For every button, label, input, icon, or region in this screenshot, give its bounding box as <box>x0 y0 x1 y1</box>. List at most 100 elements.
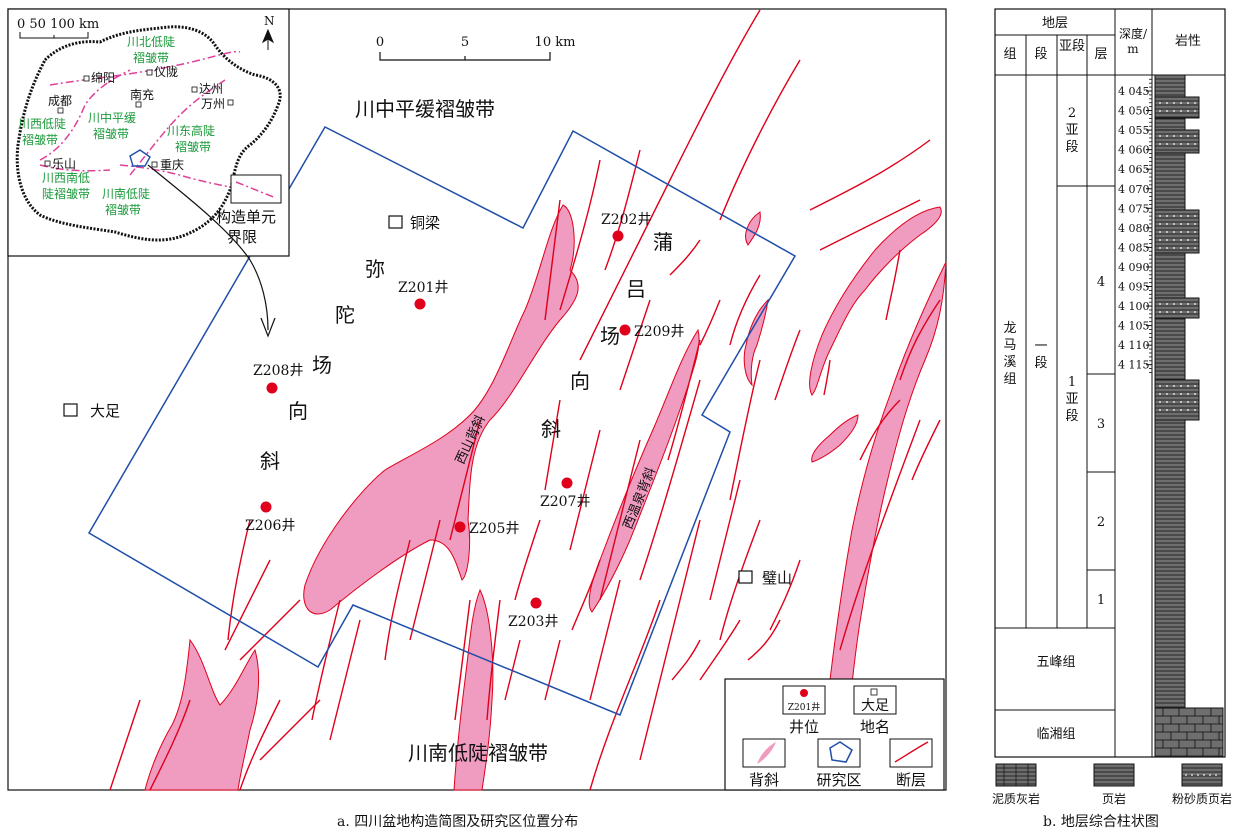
arrow-head-icon <box>260 317 276 338</box>
legend-well-label: 井位 <box>789 718 819 736</box>
anticline-east-small <box>745 211 761 246</box>
depth-tick-label: 4 050 <box>1118 105 1150 118</box>
header-formation: 组 <box>1003 47 1016 62</box>
lith-legend-swatch-shale <box>1093 763 1135 787</box>
region-label-south: 川南低陡褶皱带 <box>408 741 548 765</box>
silty-dot <box>1187 303 1189 305</box>
silty-dot <box>1159 311 1161 313</box>
well-label: Z201井 <box>398 280 448 296</box>
xiwenquan-anticline <box>588 328 700 613</box>
silty-shale-bed <box>1154 297 1200 319</box>
city-label: 达州 <box>199 82 223 96</box>
silty-shale-bed <box>1154 96 1200 119</box>
well-marker <box>266 382 278 394</box>
silty-dot <box>1166 135 1168 137</box>
silty-dot <box>1166 215 1168 217</box>
city-label: 乐山 <box>52 157 76 171</box>
vertical-label-char: 马 <box>1003 338 1016 353</box>
silty-dot <box>1194 303 1196 305</box>
silty-dot <box>1166 223 1168 225</box>
silty-dot <box>1187 143 1189 145</box>
silty-dot <box>1166 401 1168 403</box>
depth-tick-label: 4 075 <box>1118 202 1150 215</box>
silty-dot <box>1166 239 1168 241</box>
vertical-label-char: 亚 <box>1065 123 1078 138</box>
silty-dot <box>1194 231 1196 233</box>
scale-tick-5: 5 <box>461 35 469 50</box>
depth-tick-label: 4 060 <box>1118 144 1150 157</box>
silty-dot <box>1180 385 1182 387</box>
city-label: 仪陇 <box>154 64 178 79</box>
legend-study-box <box>817 738 861 768</box>
north-arrow-icon <box>261 28 275 50</box>
unit-label: 川北低陡 <box>127 35 175 49</box>
header-depth-unit: m <box>1127 42 1139 56</box>
depth-tick-label: 4 115 <box>1118 359 1150 372</box>
anticline-east-strip <box>743 298 769 387</box>
lith-legend-label: 泥质灰岩 <box>992 791 1040 806</box>
silty-dot <box>1180 143 1182 145</box>
unit-label: 褶皱带 <box>22 132 58 147</box>
silty-dot <box>1173 393 1175 395</box>
header-stratum: 地层 <box>1042 16 1068 31</box>
header-member: 段 <box>1034 47 1047 62</box>
place-tongliang: 铜梁 <box>388 214 440 232</box>
silty-dot <box>1159 393 1161 395</box>
syncline-char: 弥 <box>365 257 385 281</box>
study-area-boundary <box>87 126 797 716</box>
silty-dot <box>1187 239 1189 241</box>
syncline-char: 吕 <box>626 277 646 301</box>
legend-frame <box>724 678 945 791</box>
syncline-char: 向 <box>570 369 590 393</box>
silty-dot <box>1180 215 1182 217</box>
unit-label: 川西低陡 <box>18 117 66 131</box>
city-marker <box>83 75 90 82</box>
syncline-char: 斜 <box>541 417 561 441</box>
lith-legend-label: 粉砂质页岩 <box>1172 791 1232 806</box>
formation-label: 临湘组 <box>1036 727 1075 742</box>
puluchang-syncline-label: 蒲 吕 场 向 斜 <box>541 230 673 441</box>
map-legend: Z201井 井位 大足 地名 背斜 研究区 断层 <box>724 678 945 791</box>
silty-shale-bed <box>1154 209 1200 254</box>
silty-dot <box>1173 311 1175 313</box>
faults <box>109 9 941 791</box>
silty-dot <box>1187 135 1189 137</box>
silty-dot <box>1159 143 1161 145</box>
header-lithology: 岩性 <box>1175 34 1201 49</box>
legend-anticline-label: 背斜 <box>749 771 779 789</box>
silty-dot <box>1159 239 1161 241</box>
silty-dot <box>1173 215 1175 217</box>
silty-dot <box>1194 311 1196 313</box>
depth-tick-label: 4 110 <box>1118 339 1150 352</box>
well-marker <box>414 298 426 310</box>
depth-tick-label: 4 080 <box>1118 222 1150 235</box>
silty-dot <box>1166 231 1168 233</box>
depth-tick-label: 4 065 <box>1118 163 1150 176</box>
legend-well-sample: Z201井 <box>788 701 820 713</box>
layer-label: 3 <box>1097 417 1105 432</box>
syncline-char: 场 <box>312 353 332 377</box>
silty-dot <box>1159 102 1161 104</box>
anticline-southwest <box>144 638 260 791</box>
sichuan-basin-outline <box>15 25 282 242</box>
well-label: Z208井 <box>253 363 303 379</box>
layer-label: 4 <box>1097 275 1105 290</box>
layer-label: 1 <box>1097 593 1105 608</box>
legend-place-label: 地名 <box>860 718 890 736</box>
silty-dot <box>1159 110 1161 112</box>
xishan-anticline <box>303 204 579 615</box>
depth-tick-label: 4 095 <box>1118 281 1150 294</box>
silty-dot <box>1187 231 1189 233</box>
silty-dot <box>1180 231 1182 233</box>
silty-dot <box>1180 247 1182 249</box>
inset-study-area <box>129 149 151 167</box>
lith-legend-label: 页岩 <box>1102 791 1126 806</box>
unit-label: 褶皱带 <box>105 202 141 217</box>
header-depth: 深度/ <box>1119 26 1148 41</box>
legend-well-marker <box>800 689 808 697</box>
wells: Z202井 Z201井 Z209井 Z208井 Z207井 Z205井 Z206… <box>245 212 684 630</box>
silty-dot <box>1173 385 1175 387</box>
well-label: Z202井 <box>601 212 651 228</box>
legend-fault-swatch <box>894 741 929 763</box>
vertical-label-char: 溪 <box>1003 355 1016 370</box>
